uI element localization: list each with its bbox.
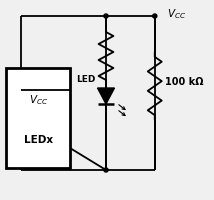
Circle shape <box>104 168 108 172</box>
Bar <box>6 68 70 168</box>
Text: $V_{CC}$: $V_{CC}$ <box>168 7 187 21</box>
Circle shape <box>104 14 108 18</box>
Text: 100 kΩ: 100 kΩ <box>165 77 204 87</box>
Polygon shape <box>98 88 114 104</box>
Circle shape <box>153 14 157 18</box>
Text: LED: LED <box>76 75 95 84</box>
Text: LEDx: LEDx <box>24 135 53 145</box>
Text: $V_{CC}$: $V_{CC}$ <box>28 93 48 107</box>
